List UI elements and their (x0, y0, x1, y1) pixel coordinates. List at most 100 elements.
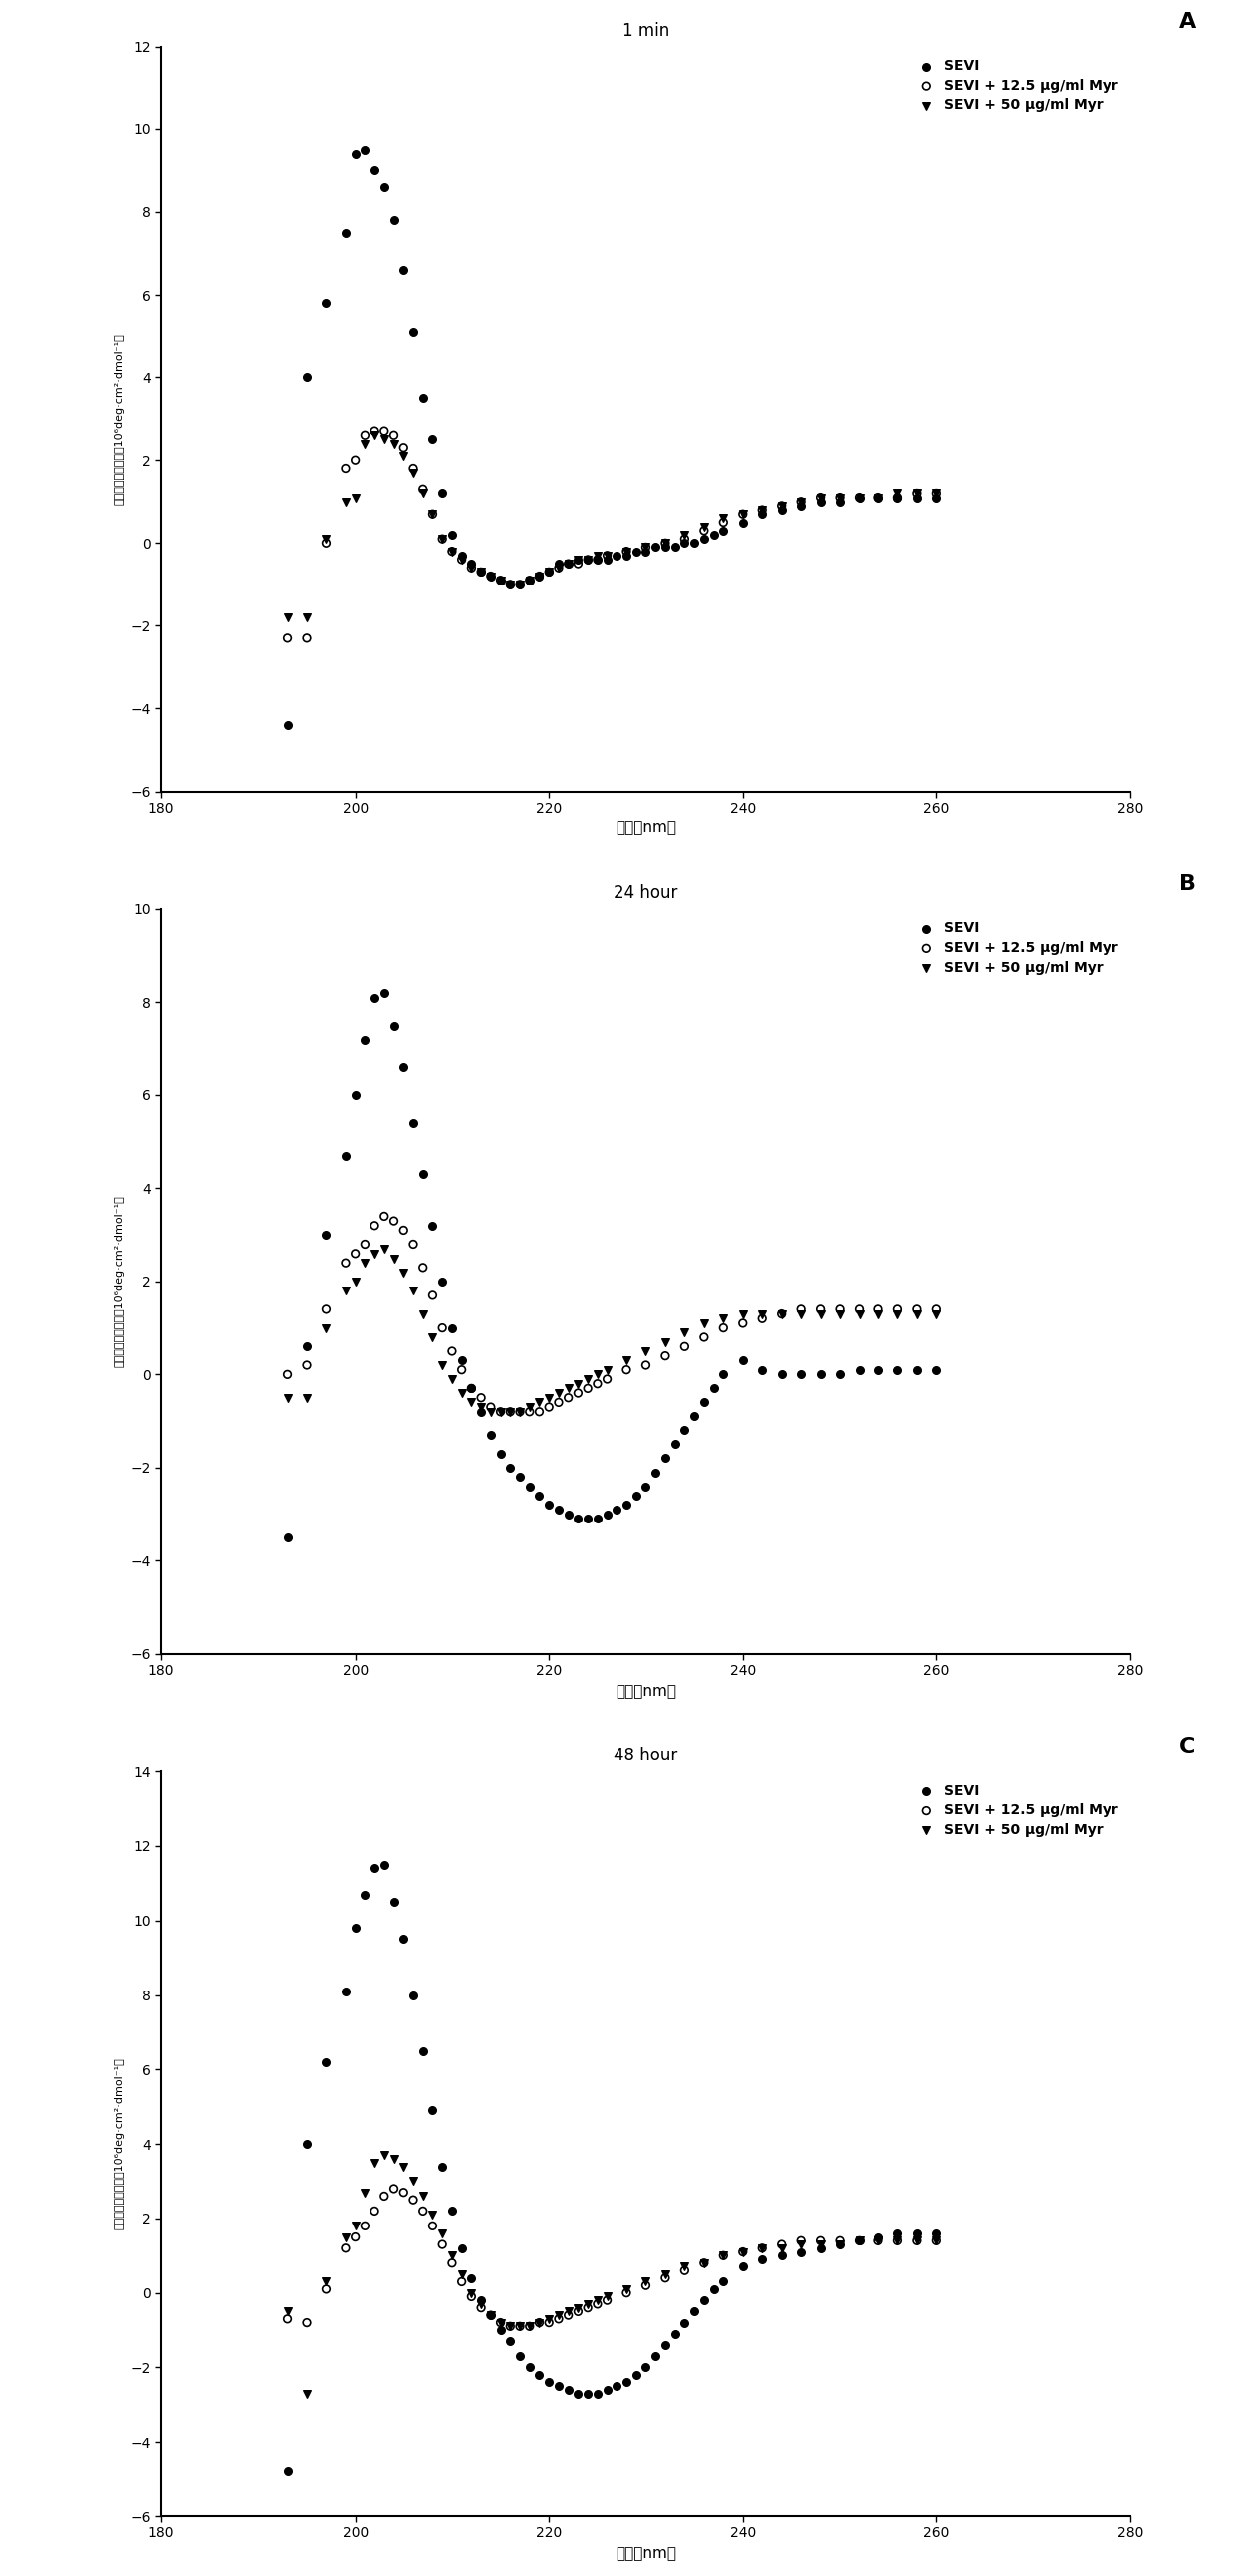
SEVI + 12.5 μg/ml Myr (414, 2190, 433, 2231)
SEVI + 50 μg/ml Myr (374, 420, 394, 461)
SEVI + 12.5 μg/ml Myr (462, 546, 482, 587)
SEVI + 50 μg/ml Myr (480, 2295, 500, 2336)
SEVI + 50 μg/ml Myr (926, 474, 946, 515)
SEVI (472, 551, 492, 592)
SEVI (394, 1919, 414, 1960)
SEVI + 50 μg/ml Myr (346, 2205, 366, 2246)
SEVI + 12.5 μg/ml Myr (694, 2244, 714, 2285)
SEVI (830, 1355, 850, 1396)
SEVI (336, 1971, 356, 2012)
SEVI + 12.5 μg/ml Myr (790, 482, 810, 523)
SEVI + 12.5 μg/ml Myr (578, 538, 598, 580)
SEVI + 12.5 μg/ml Myr (404, 2179, 424, 2221)
SEVI (732, 2246, 752, 2287)
SEVI (830, 482, 850, 523)
SEVI + 12.5 μg/ml Myr (568, 1373, 588, 1414)
SEVI + 12.5 μg/ml Myr (752, 2228, 772, 2269)
SEVI + 50 μg/ml Myr (568, 538, 588, 580)
SEVI + 12.5 μg/ml Myr (850, 1288, 869, 1329)
SEVI + 50 μg/ml Myr (558, 2290, 578, 2331)
SEVI + 12.5 μg/ml Myr (908, 1288, 927, 1329)
SEVI (646, 526, 666, 567)
SEVI (656, 526, 676, 567)
SEVI (810, 2228, 830, 2269)
SEVI + 12.5 μg/ml Myr (850, 2221, 869, 2262)
SEVI + 50 μg/ml Myr (432, 518, 452, 559)
SEVI + 50 μg/ml Myr (616, 1340, 636, 1381)
SEVI (810, 1355, 830, 1396)
SEVI + 50 μg/ml Myr (888, 1293, 908, 1334)
SEVI (404, 312, 424, 353)
SEVI (520, 559, 540, 600)
SEVI + 12.5 μg/ml Myr (422, 1275, 442, 1316)
SEVI + 12.5 μg/ml Myr (432, 2223, 452, 2264)
SEVI (462, 2257, 482, 2298)
SEVI (568, 538, 588, 580)
SEVI + 12.5 μg/ml Myr (480, 2295, 500, 2336)
SEVI (540, 2362, 559, 2403)
Text: A: A (1178, 13, 1195, 31)
SEVI + 50 μg/ml Myr (278, 598, 298, 639)
SEVI + 50 μg/ml Myr (278, 2290, 298, 2331)
SEVI + 12.5 μg/ml Myr (520, 2306, 540, 2347)
SEVI (462, 544, 482, 585)
SEVI + 12.5 μg/ml Myr (732, 495, 752, 536)
SEVI (588, 1499, 608, 1540)
SEVI + 50 μg/ml Myr (462, 2272, 482, 2313)
SEVI + 12.5 μg/ml Myr (888, 477, 908, 518)
SEVI (296, 1327, 316, 1368)
SEVI + 12.5 μg/ml Myr (732, 1303, 752, 1345)
SEVI + 50 μg/ml Myr (472, 1386, 492, 1427)
SEVI + 50 μg/ml Myr (578, 1358, 598, 1399)
SEVI (606, 1489, 626, 1530)
SEVI (868, 1350, 888, 1391)
SEVI + 12.5 μg/ml Myr (346, 440, 366, 482)
SEVI + 12.5 μg/ml Myr (772, 484, 792, 526)
SEVI + 12.5 μg/ml Myr (520, 1391, 540, 1432)
SEVI (684, 1396, 704, 1437)
SEVI (666, 526, 685, 567)
SEVI + 12.5 μg/ml Myr (472, 2287, 492, 2329)
SEVI (414, 2030, 433, 2071)
SEVI (278, 2450, 298, 2491)
SEVI + 50 μg/ml Myr (548, 1373, 568, 1414)
SEVI + 12.5 μg/ml Myr (850, 477, 869, 518)
SEVI + 50 μg/ml Myr (598, 2277, 618, 2318)
SEVI (364, 149, 384, 191)
SEVI (336, 211, 356, 252)
SEVI + 12.5 μg/ml Myr (868, 1288, 888, 1329)
SEVI + 50 μg/ml Myr (830, 477, 850, 518)
SEVI (704, 2269, 724, 2311)
SEVI + 50 μg/ml Myr (568, 1363, 588, 1404)
SEVI (684, 2290, 704, 2331)
SEVI + 50 μg/ml Myr (752, 2228, 772, 2269)
SEVI + 12.5 μg/ml Myr (714, 502, 734, 544)
SEVI (316, 2040, 336, 2081)
SEVI + 12.5 μg/ml Myr (346, 2215, 366, 2257)
SEVI + 12.5 μg/ml Myr (636, 2264, 656, 2306)
SEVI + 50 μg/ml Myr (694, 1303, 714, 1345)
SEVI + 50 μg/ml Myr (790, 1293, 810, 1334)
SEVI + 12.5 μg/ml Myr (636, 526, 656, 567)
SEVI + 50 μg/ml Myr (500, 2306, 520, 2347)
SEVI + 50 μg/ml Myr (316, 518, 336, 559)
SEVI + 12.5 μg/ml Myr (598, 536, 618, 577)
SEVI + 12.5 μg/ml Myr (674, 2249, 694, 2290)
SEVI + 50 μg/ml Myr (296, 598, 316, 639)
SEVI (558, 1494, 578, 1535)
SEVI + 12.5 μg/ml Myr (442, 2244, 462, 2285)
SEVI + 12.5 μg/ml Myr (530, 1391, 550, 1432)
SEVI + 12.5 μg/ml Myr (490, 2303, 510, 2344)
SEVI + 12.5 μg/ml Myr (540, 2303, 559, 2344)
SEVI + 12.5 μg/ml Myr (830, 1288, 850, 1329)
SEVI (374, 167, 394, 209)
SEVI + 50 μg/ml Myr (278, 1378, 298, 1419)
SEVI + 50 μg/ml Myr (772, 484, 792, 526)
Title: 24 hour: 24 hour (614, 884, 678, 902)
SEVI (548, 1489, 568, 1530)
SEVI + 12.5 μg/ml Myr (296, 618, 316, 659)
SEVI (578, 2372, 598, 2414)
SEVI + 50 μg/ml Myr (694, 2244, 714, 2285)
SEVI + 50 μg/ml Myr (432, 1345, 452, 1386)
SEVI + 50 μg/ml Myr (810, 477, 830, 518)
